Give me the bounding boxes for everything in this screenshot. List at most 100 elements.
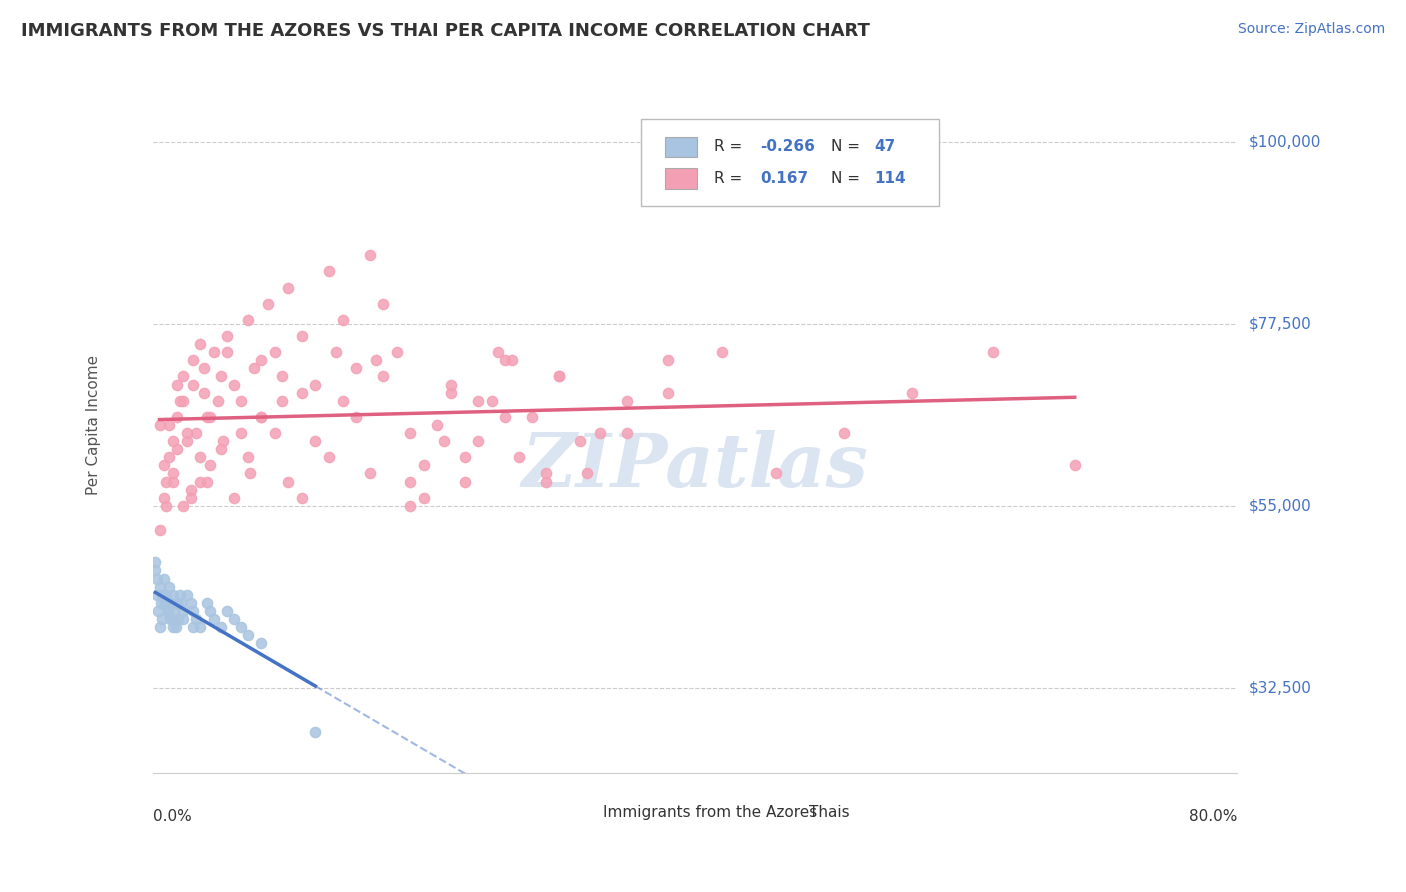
Text: Source: ZipAtlas.com: Source: ZipAtlas.com (1237, 22, 1385, 37)
Point (304, 725, 326, 739)
Point (162, 475, 184, 489)
Point (467, 434, 489, 449)
Text: Immigrants from the Azores: Immigrants from the Azores (603, 805, 817, 821)
Point (318, 264, 340, 278)
Point (616, 393, 638, 408)
Point (188, 450, 211, 465)
Point (453, 450, 475, 465)
Point (150, 612, 173, 626)
Point (229, 620, 252, 634)
Point (198, 604, 221, 618)
Point (373, 369, 395, 384)
Point (209, 369, 232, 384)
Point (172, 612, 194, 626)
Point (155, 475, 177, 489)
Point (172, 369, 194, 384)
Point (169, 393, 191, 408)
Point (217, 345, 239, 359)
Point (167, 612, 190, 626)
Point (412, 458, 434, 473)
Point (983, 345, 1005, 359)
Point (159, 612, 181, 626)
Point (568, 434, 591, 449)
Point (217, 329, 239, 343)
Text: 0.167: 0.167 (761, 170, 808, 186)
Point (157, 580, 180, 594)
Point (222, 491, 245, 505)
Point (657, 385, 679, 400)
Point (359, 248, 381, 262)
Point (202, 345, 225, 359)
Point (494, 353, 516, 368)
Point (195, 475, 218, 489)
Point (152, 491, 174, 505)
FancyBboxPatch shape (765, 803, 797, 823)
Point (332, 313, 354, 327)
Point (548, 369, 571, 384)
Point (236, 450, 259, 465)
Point (155, 499, 177, 513)
Point (243, 361, 266, 376)
Text: $77,500: $77,500 (1249, 317, 1310, 332)
Point (250, 409, 273, 424)
Point (180, 483, 202, 497)
Point (1063, 458, 1085, 473)
Point (166, 442, 188, 457)
Point (163, 604, 186, 618)
Point (412, 491, 434, 505)
Point (344, 361, 367, 376)
Text: $55,000: $55,000 (1249, 499, 1310, 513)
Point (146, 604, 169, 618)
Point (152, 458, 174, 473)
Point (148, 523, 170, 537)
Point (711, 345, 734, 359)
Point (180, 491, 202, 505)
Text: 0.0%: 0.0% (153, 809, 191, 824)
Point (172, 604, 194, 618)
Point (146, 588, 169, 602)
Point (332, 393, 354, 408)
Point (344, 409, 367, 424)
Point (440, 377, 463, 392)
Point (162, 467, 184, 481)
Point (440, 385, 463, 400)
Point (155, 588, 177, 602)
Point (145, 564, 167, 578)
Text: Per Capita Income: Per Capita Income (86, 355, 101, 495)
Point (522, 409, 544, 424)
Point (160, 612, 183, 626)
Point (145, 555, 167, 569)
Point (183, 353, 205, 368)
Point (222, 377, 245, 392)
Point (172, 499, 194, 513)
Point (165, 620, 187, 634)
Point (488, 345, 510, 359)
Point (183, 604, 205, 618)
Point (207, 393, 229, 408)
Point (176, 426, 198, 441)
Point (198, 458, 221, 473)
Point (291, 329, 314, 343)
Point (188, 475, 211, 489)
Point (229, 426, 252, 441)
Text: R =: R = (713, 139, 742, 154)
Point (277, 280, 299, 294)
Point (162, 620, 184, 634)
Point (548, 369, 571, 384)
Point (180, 596, 202, 610)
Point (467, 393, 489, 408)
Point (153, 596, 176, 610)
Point (239, 467, 262, 481)
Text: IMMIGRANTS FROM THE AZORES VS THAI PER CAPITA INCOME CORRELATION CHART: IMMIGRANTS FROM THE AZORES VS THAI PER C… (21, 22, 870, 40)
Point (166, 596, 188, 610)
Point (195, 409, 218, 424)
Point (166, 596, 188, 610)
Point (183, 377, 205, 392)
Point (148, 620, 170, 634)
Point (250, 353, 273, 368)
Point (193, 385, 215, 400)
Point (149, 596, 172, 610)
Point (373, 297, 395, 311)
Point (202, 612, 225, 626)
Point (399, 499, 422, 513)
